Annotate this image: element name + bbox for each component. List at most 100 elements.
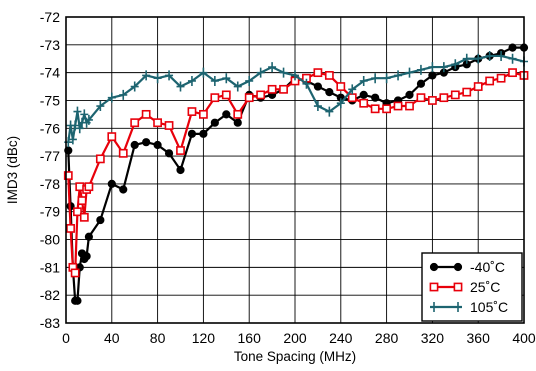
legend-label: 105˚C [470,299,508,315]
data-point [82,252,91,261]
data-point [96,101,105,112]
data-point [451,59,460,70]
y-tick-label: -72 [40,9,60,25]
data-point [71,120,80,131]
data-point [118,148,128,158]
data-point [416,79,426,88]
data-point [176,81,185,92]
data-point [221,90,231,100]
data-point [348,84,357,95]
legend-label: -40˚C [470,259,505,275]
data-point [347,93,357,103]
data-point [416,93,426,103]
y-tick-label: -75 [40,92,60,108]
data-point [302,78,311,89]
data-point [427,96,437,105]
x-tick-label: 80 [150,330,166,346]
y-tick-label: -79 [40,204,60,220]
data-point [73,106,82,117]
data-point [119,185,128,194]
data-point [508,53,517,64]
data-point [176,146,185,155]
data-point [210,75,219,86]
data-point [496,73,506,83]
data-point [393,101,403,111]
data-point [164,121,174,130]
data-point [233,109,243,119]
data-point [291,70,299,81]
data-point [336,98,345,109]
data-point [485,76,495,86]
data-point [95,154,105,164]
legend-entry: 105˚C [430,299,508,315]
data-point [462,87,472,97]
data-point [359,90,368,99]
data-point [359,98,369,108]
data-point [394,70,403,81]
data-point [187,107,197,116]
y-tick-label: -77 [40,148,60,164]
data-point [164,149,174,158]
data-point [130,81,139,92]
data-point [222,110,231,119]
data-point [199,129,208,138]
tick-labels: 0 40 80 120 160 200 240 280 320 360 400 -72 -73 -74 -7… [40,9,536,346]
data-point [187,129,197,138]
data-point [176,165,185,175]
data-point [141,109,151,119]
y-tick-label: -76 [40,120,60,136]
data-point [187,75,196,86]
data-point [75,123,84,134]
x-tick-label: 320 [421,330,445,346]
data-point [405,90,414,99]
data-point [473,82,483,91]
data-point [80,109,89,120]
x-tick-label: 280 [375,330,399,346]
series-1 [63,68,529,278]
data-point [153,140,162,150]
legend-marker [429,282,439,292]
data-point [153,73,162,84]
data-point [73,207,82,217]
data-point [119,89,128,100]
data-point [371,73,380,84]
series-line [67,71,525,275]
y-tick-label: -81 [40,259,60,275]
data-point [233,81,242,92]
y-tick-label: -78 [40,176,60,192]
data-point [313,82,322,91]
data-point [70,268,80,278]
data-point [142,70,151,81]
x-tick-label: 360 [467,330,491,346]
data-point [371,93,380,102]
data-point [84,182,94,192]
legend-marker [429,262,439,272]
data-point [107,179,116,189]
data-point [222,73,231,84]
data-point [508,43,517,52]
data-point [210,118,219,127]
data-point [405,101,414,111]
legend-marker [453,262,463,272]
y-tick-label: -74 [40,65,60,81]
data-point [107,132,117,142]
data-point [84,232,94,241]
legend-marker [453,282,463,292]
legend-marker [454,302,462,312]
data-point [382,73,391,84]
series-layer [63,43,529,305]
data-point [497,50,506,61]
data-point [462,53,471,64]
x-axis-title: Tone Spacing (MHz) [234,349,356,364]
legend-marker [430,302,438,312]
data-point [130,118,140,128]
data-point [210,93,220,103]
data-point [199,109,208,119]
data-point [96,215,105,225]
x-tick-label: 40 [104,330,120,346]
data-point [313,68,323,78]
data-point [428,71,437,80]
x-tick-label: 120 [192,330,216,346]
data-point [325,88,334,97]
